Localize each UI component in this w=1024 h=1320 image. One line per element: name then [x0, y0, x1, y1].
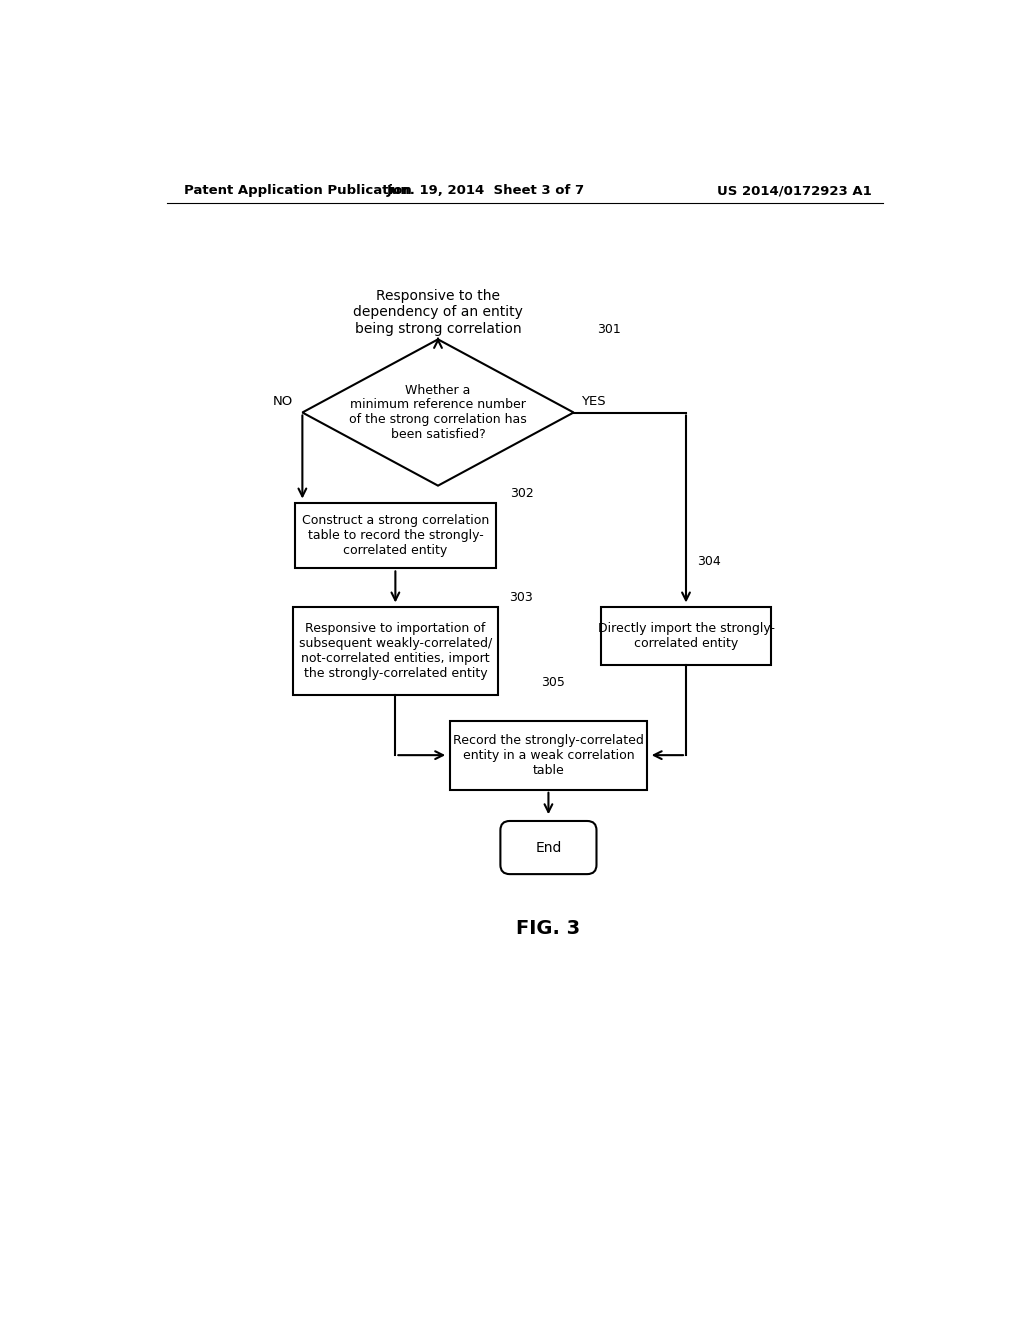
Text: Record the strongly-correlated
entity in a weak correlation
table: Record the strongly-correlated entity in…: [453, 734, 644, 776]
Text: NO: NO: [272, 395, 293, 408]
Text: Responsive to importation of
subsequent weakly-correlated/
not-correlated entiti: Responsive to importation of subsequent …: [299, 622, 492, 680]
Text: FIG. 3: FIG. 3: [516, 919, 581, 939]
Text: 303: 303: [509, 591, 532, 603]
FancyBboxPatch shape: [450, 721, 647, 789]
Text: Responsive to the
dependency of an entity
being strong correlation: Responsive to the dependency of an entit…: [353, 289, 523, 335]
Text: Patent Application Publication: Patent Application Publication: [183, 185, 412, 197]
Text: Construct a strong correlation
table to record the strongly-
correlated entity: Construct a strong correlation table to …: [302, 515, 489, 557]
FancyBboxPatch shape: [601, 607, 771, 665]
Text: Jun. 19, 2014  Sheet 3 of 7: Jun. 19, 2014 Sheet 3 of 7: [387, 185, 585, 197]
Text: 301: 301: [597, 323, 621, 337]
Text: 302: 302: [510, 487, 534, 500]
Text: US 2014/0172923 A1: US 2014/0172923 A1: [717, 185, 872, 197]
Text: Directly import the strongly-
correlated entity: Directly import the strongly- correlated…: [597, 622, 774, 649]
Text: End: End: [536, 841, 561, 854]
FancyBboxPatch shape: [295, 503, 496, 569]
Text: 304: 304: [697, 554, 721, 568]
Text: Whether a
minimum reference number
of the strong correlation has
been satisfied?: Whether a minimum reference number of th…: [349, 384, 527, 441]
FancyBboxPatch shape: [293, 607, 498, 696]
FancyBboxPatch shape: [501, 821, 597, 874]
Text: YES: YES: [582, 395, 606, 408]
Text: 305: 305: [541, 676, 564, 689]
